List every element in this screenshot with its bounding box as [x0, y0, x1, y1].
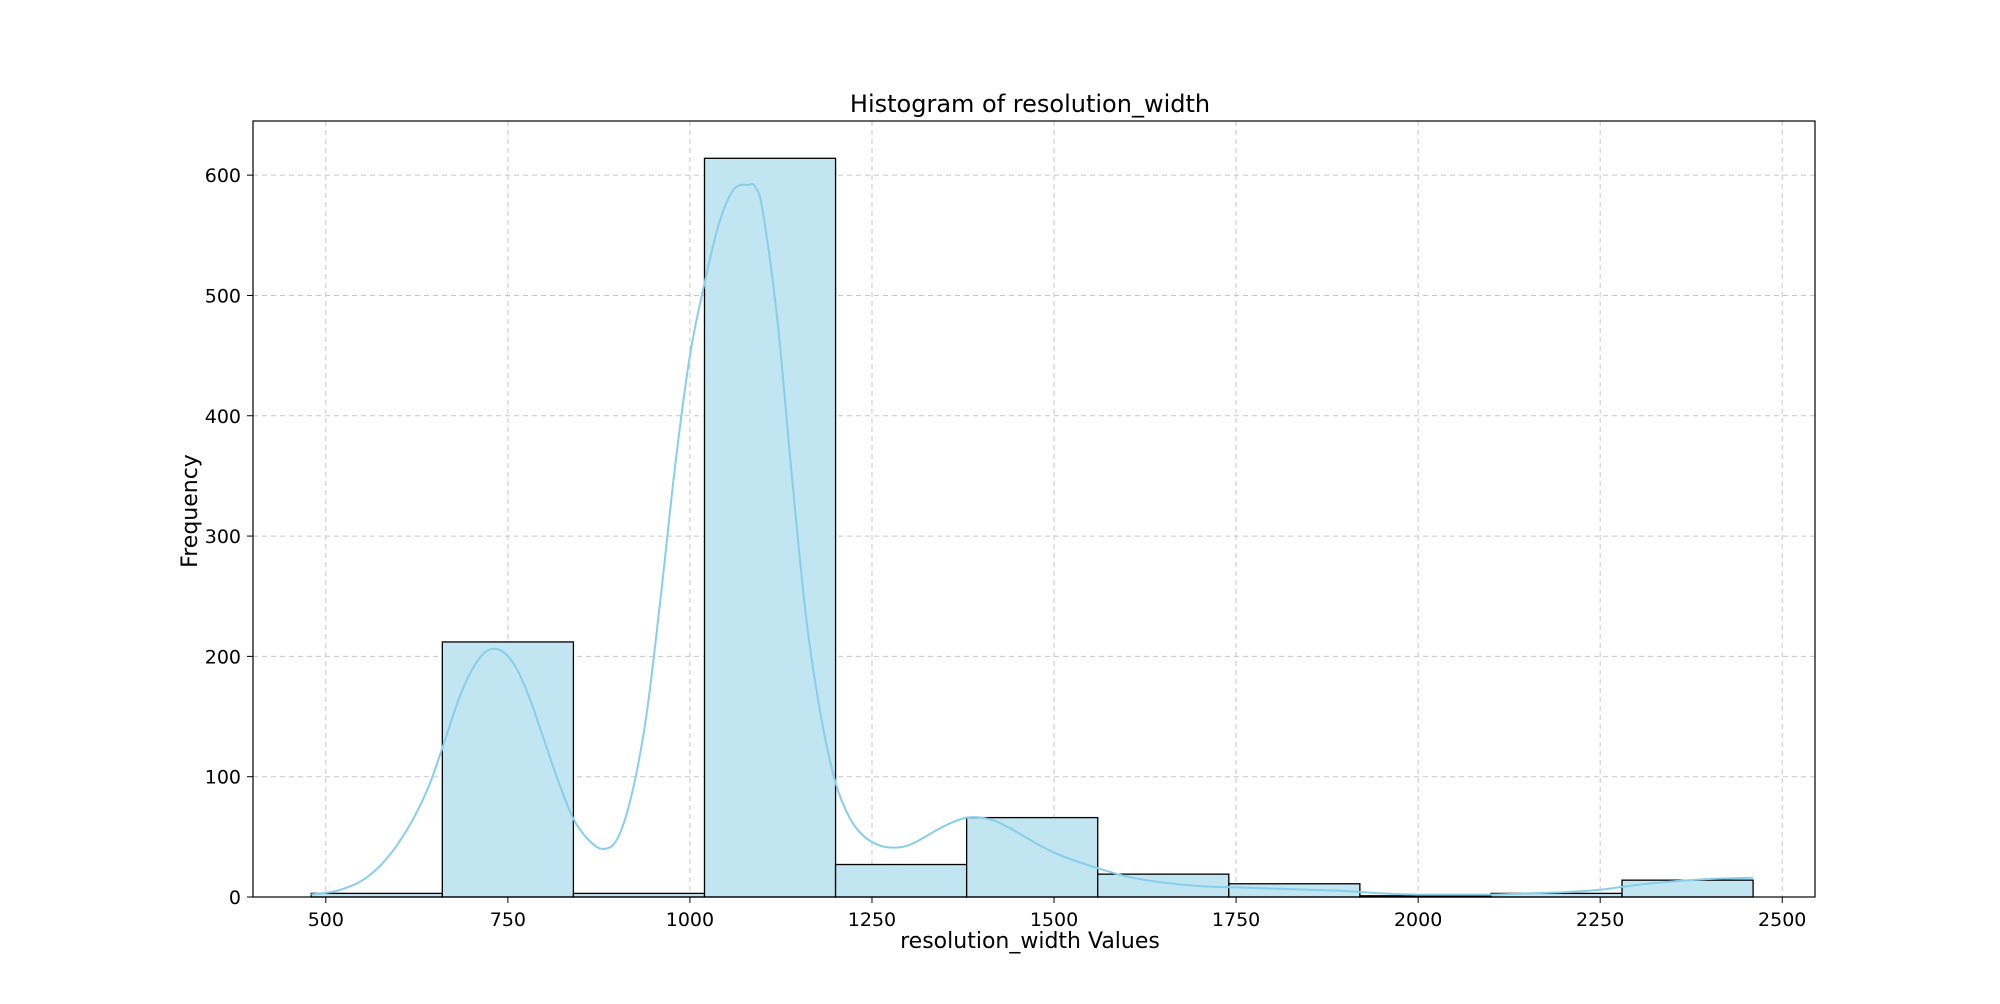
x-tick-label: 1250: [848, 909, 896, 931]
x-tick-label: 2250: [1576, 909, 1624, 931]
plot-frame: [252, 120, 1816, 898]
y-tick-label: 600: [205, 165, 241, 187]
histogram-bar: [965, 816, 1099, 898]
grid-lines: [253, 121, 1815, 898]
y-tick-label: 300: [205, 526, 241, 548]
y-axis-ticks: 0 100 200 300 400 500 600: [205, 165, 253, 909]
histogram-bar: [703, 157, 837, 898]
histogram-bars: [310, 157, 1754, 898]
chart-title: Histogram of resolution_width: [850, 90, 1210, 118]
x-tick-label: 1000: [666, 909, 714, 931]
y-tick-label: 200: [205, 646, 241, 668]
y-tick-label: 100: [205, 767, 241, 789]
x-tick-label: 750: [490, 909, 526, 931]
kde-curve: [311, 183, 1754, 896]
histogram-bar: [834, 863, 968, 898]
x-tick-label: 1500: [1030, 909, 1078, 931]
x-tick-label: 500: [308, 909, 344, 931]
histogram-bar: [1621, 879, 1754, 898]
x-tick-label: 2500: [1758, 909, 1806, 931]
y-tick-label: 400: [205, 406, 241, 428]
histogram-bar: [1097, 873, 1230, 898]
y-tick-label: 500: [205, 285, 241, 307]
x-axis-label: resolution_width Values: [900, 929, 1160, 954]
y-axis-label: Frequency: [178, 454, 203, 568]
x-tick-label: 1750: [1212, 909, 1260, 931]
x-tick-label: 2000: [1394, 909, 1442, 931]
y-tick-label: 0: [229, 887, 241, 909]
x-axis-ticks: 500 750 1000 1250 1500 1750 2000 2250 2500: [308, 897, 1806, 931]
